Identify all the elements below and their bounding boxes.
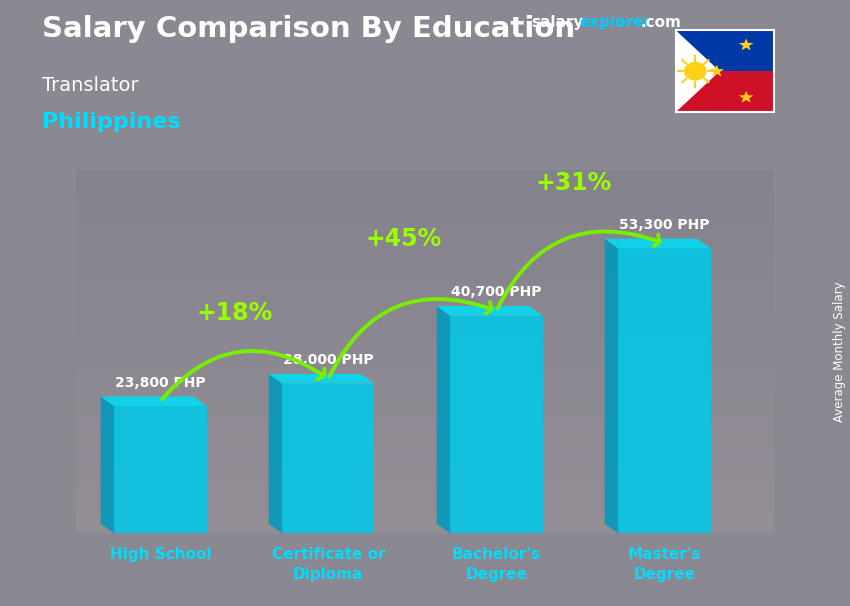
Text: explorer: explorer [580,15,652,30]
Polygon shape [269,374,375,384]
Text: Average Monthly Salary: Average Monthly Salary [833,281,846,422]
Text: 23,800 PHP: 23,800 PHP [115,376,206,390]
Text: Philippines: Philippines [42,112,181,132]
Circle shape [684,62,706,81]
FancyArrowPatch shape [162,351,325,399]
Bar [450,316,542,533]
Bar [676,30,774,72]
Polygon shape [676,30,720,112]
Polygon shape [604,239,618,533]
Text: 53,300 PHP: 53,300 PHP [619,218,710,232]
Bar [114,406,207,533]
Bar [618,248,711,533]
Polygon shape [100,396,114,533]
FancyArrowPatch shape [497,231,660,308]
Polygon shape [437,306,451,533]
Polygon shape [739,91,754,102]
Polygon shape [437,306,542,316]
Text: Translator: Translator [42,76,139,95]
Bar [282,384,375,533]
Polygon shape [710,65,724,76]
Polygon shape [739,39,754,50]
Polygon shape [269,374,282,533]
Text: 28,000 PHP: 28,000 PHP [283,353,374,367]
Text: 40,700 PHP: 40,700 PHP [451,285,541,299]
FancyArrowPatch shape [330,299,491,376]
Text: .com: .com [641,15,682,30]
Text: +45%: +45% [366,227,442,251]
Text: Salary Comparison By Education: Salary Comparison By Education [42,15,575,43]
Polygon shape [604,239,711,248]
Text: salary: salary [531,15,584,30]
Text: +31%: +31% [536,171,612,195]
Text: +18%: +18% [196,301,272,325]
Bar [676,72,774,112]
Polygon shape [100,396,207,406]
